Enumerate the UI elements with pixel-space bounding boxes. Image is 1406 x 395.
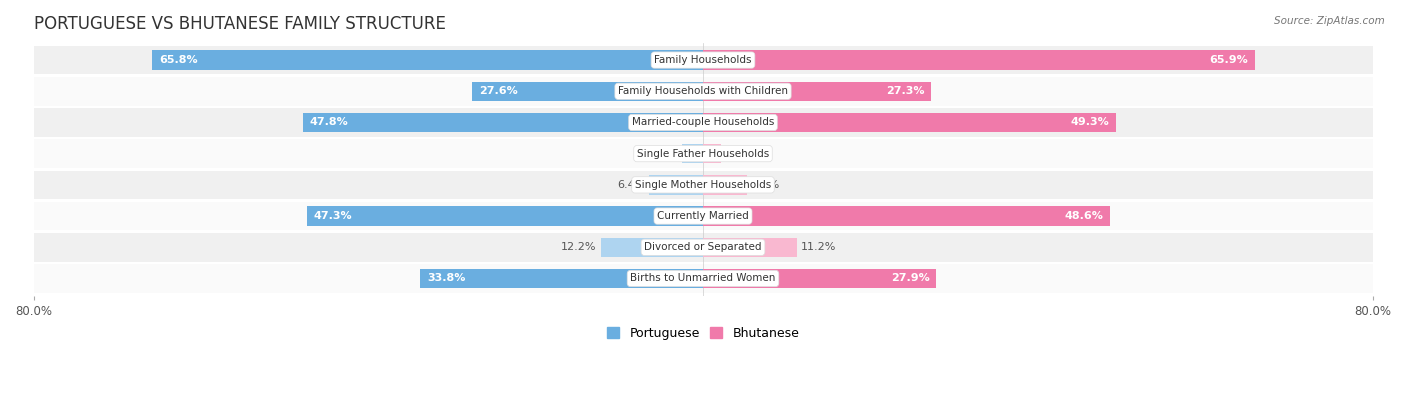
Bar: [34, 264, 1372, 293]
Bar: [34, 139, 1372, 168]
Bar: [703, 113, 1115, 132]
Bar: [302, 113, 703, 132]
Text: 33.8%: 33.8%: [427, 273, 465, 284]
Text: 27.3%: 27.3%: [886, 86, 925, 96]
Text: 49.3%: 49.3%: [1070, 117, 1109, 128]
Bar: [34, 46, 1372, 74]
Legend: Portuguese, Bhutanese: Portuguese, Bhutanese: [602, 322, 804, 345]
Text: 27.6%: 27.6%: [478, 86, 517, 96]
Text: Source: ZipAtlas.com: Source: ZipAtlas.com: [1274, 16, 1385, 26]
Text: Married-couple Households: Married-couple Households: [631, 117, 775, 128]
Text: 5.3%: 5.3%: [752, 180, 780, 190]
Text: 65.8%: 65.8%: [159, 55, 198, 65]
Text: Single Father Households: Single Father Households: [637, 149, 769, 159]
Bar: [307, 207, 703, 226]
Text: Divorced or Separated: Divorced or Separated: [644, 242, 762, 252]
Bar: [420, 269, 703, 288]
Bar: [34, 202, 1372, 230]
Bar: [600, 238, 703, 257]
Bar: [703, 51, 1254, 70]
Text: 2.1%: 2.1%: [724, 149, 754, 159]
Text: 47.3%: 47.3%: [314, 211, 353, 221]
Bar: [682, 144, 703, 164]
Text: 11.2%: 11.2%: [801, 242, 837, 252]
Text: Currently Married: Currently Married: [657, 211, 749, 221]
Bar: [703, 238, 797, 257]
Text: 48.6%: 48.6%: [1064, 211, 1104, 221]
Text: 47.8%: 47.8%: [309, 117, 349, 128]
Text: Family Households with Children: Family Households with Children: [619, 86, 787, 96]
Text: 27.9%: 27.9%: [891, 273, 929, 284]
Text: 6.4%: 6.4%: [617, 180, 645, 190]
Bar: [703, 175, 748, 195]
Bar: [472, 82, 703, 101]
Text: Family Households: Family Households: [654, 55, 752, 65]
Bar: [703, 82, 931, 101]
Bar: [650, 175, 703, 195]
Bar: [703, 269, 936, 288]
Text: Births to Unmarried Women: Births to Unmarried Women: [630, 273, 776, 284]
Text: 65.9%: 65.9%: [1209, 55, 1247, 65]
Text: 2.5%: 2.5%: [650, 149, 678, 159]
Text: PORTUGUESE VS BHUTANESE FAMILY STRUCTURE: PORTUGUESE VS BHUTANESE FAMILY STRUCTURE: [34, 15, 446, 33]
Bar: [703, 207, 1109, 226]
Bar: [152, 51, 703, 70]
Bar: [34, 108, 1372, 137]
Bar: [34, 233, 1372, 261]
Text: 12.2%: 12.2%: [561, 242, 596, 252]
Bar: [34, 171, 1372, 199]
Bar: [703, 144, 720, 164]
Bar: [34, 77, 1372, 105]
Text: Single Mother Households: Single Mother Households: [636, 180, 770, 190]
